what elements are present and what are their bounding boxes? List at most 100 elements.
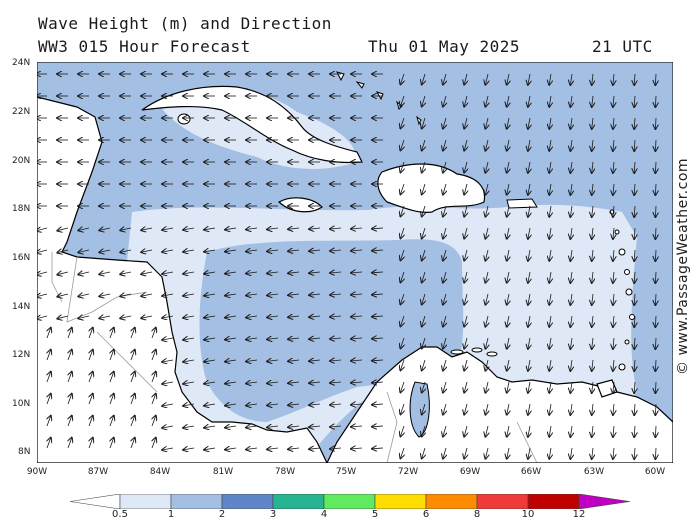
wave-arrow [655, 293, 656, 305]
wave-arrow [351, 338, 363, 339]
wave-arrow [330, 404, 342, 405]
wave-arrow [351, 316, 363, 317]
wave-arrow [204, 338, 216, 340]
lat-label-12n: 12N [12, 350, 31, 360]
wave-arrow [443, 183, 446, 195]
wave-arrow [613, 139, 614, 151]
wave-arrow [464, 139, 467, 151]
wave-arrow [225, 404, 237, 406]
wave-arrow [288, 382, 300, 383]
legend-swatch-4-5 [323, 494, 376, 509]
wave-arrow [655, 271, 656, 283]
wave-arrow [570, 117, 572, 129]
wave-arrow [634, 293, 635, 305]
wave-arrow [485, 337, 488, 349]
wave-arrow [464, 249, 467, 261]
wave-arrow [400, 337, 404, 348]
wave-arrow [507, 425, 509, 437]
wave-arrow [485, 293, 488, 305]
wave-arrow [528, 73, 530, 85]
wave-arrow [570, 337, 572, 349]
wave-arrow [507, 271, 509, 283]
wave-arrow [400, 293, 404, 304]
wave-arrow [464, 271, 467, 283]
lat-label-18n: 18N [12, 204, 31, 214]
wave-arrow [422, 249, 425, 261]
wave-arrow [267, 404, 279, 405]
legend-swatch-6-8 [425, 494, 478, 509]
wave-arrow [634, 403, 635, 415]
wave-arrow [422, 337, 425, 349]
lon-label-72w: 72W [397, 467, 419, 477]
wave-arrow [57, 316, 69, 319]
wave-arrow [634, 139, 635, 151]
wave-arrow [485, 161, 488, 173]
lat-label-10n: 10N [12, 399, 31, 409]
wave-arrow [267, 272, 279, 273]
wave-arrow [204, 382, 216, 384]
wave-arrow [464, 403, 467, 415]
wave-arrow [246, 338, 258, 340]
wave-arrow [443, 95, 446, 107]
wave-arrow [634, 205, 635, 217]
wave-arrow [443, 293, 446, 305]
lon-label-87w: 87W [87, 467, 109, 477]
puerto-rico-land [506, 198, 538, 209]
wave-arrow [372, 360, 384, 361]
wave-arrow [528, 425, 530, 437]
wave-arrow [162, 426, 174, 428]
wave-arrow [613, 249, 614, 261]
wave-arrow [183, 250, 195, 252]
wave-arrow [613, 161, 614, 173]
legend-tick-0.5: 0.5 [112, 509, 128, 520]
wave-arrow [183, 272, 195, 274]
wave-arrow [507, 337, 509, 349]
wave-arrow [162, 250, 174, 252]
wave-arrow [528, 337, 530, 349]
wave-arrow [528, 117, 530, 129]
wave-arrow [288, 294, 300, 295]
wave-arrow [655, 117, 656, 129]
wave-arrow [400, 205, 404, 216]
south-america-land [326, 346, 673, 463]
legend-tick-4: 4 [320, 509, 328, 520]
wave-arrow [570, 183, 572, 195]
wave-arrow [613, 205, 614, 217]
wave-arrow [570, 425, 572, 437]
wave-arrow [162, 404, 174, 406]
legend-tick-3: 3 [269, 509, 277, 520]
wave-arrow [485, 183, 488, 195]
wave-arrow [288, 360, 300, 361]
wave-arrow [330, 382, 342, 383]
wave-arrow [443, 447, 446, 459]
wave-arrow [528, 359, 530, 371]
wave-arrow [309, 272, 321, 273]
wave-arrow [613, 447, 614, 459]
wave-arrow [485, 425, 488, 437]
wave-arrow [655, 139, 656, 151]
wave-arrow [422, 359, 425, 371]
wave-arrow [613, 73, 614, 85]
wave-arrow [246, 316, 258, 318]
wave-arrow [225, 316, 237, 318]
legend-swatch-5-6 [374, 494, 427, 509]
wave-arrow [68, 350, 72, 361]
wave-arrow [183, 448, 195, 450]
wave-arrow [120, 272, 132, 274]
wave-arrow [592, 315, 593, 327]
wave-arrow [89, 416, 93, 427]
wave-arrow [592, 271, 593, 283]
wave-arrow [422, 227, 425, 239]
wave-arrow [400, 95, 404, 106]
wave-arrow [330, 360, 342, 361]
legend-swatch-below-0.5 [70, 494, 121, 509]
wave-arrow [570, 381, 572, 393]
wave-arrow [592, 117, 593, 129]
wave-arrow [634, 183, 635, 195]
wave-arrow [400, 249, 404, 260]
lon-label-81w: 81W [212, 467, 234, 477]
wave-arrow [267, 360, 279, 361]
wave-arrow [443, 425, 446, 437]
wave-arrow [464, 447, 467, 459]
wave-arrow [507, 73, 509, 85]
